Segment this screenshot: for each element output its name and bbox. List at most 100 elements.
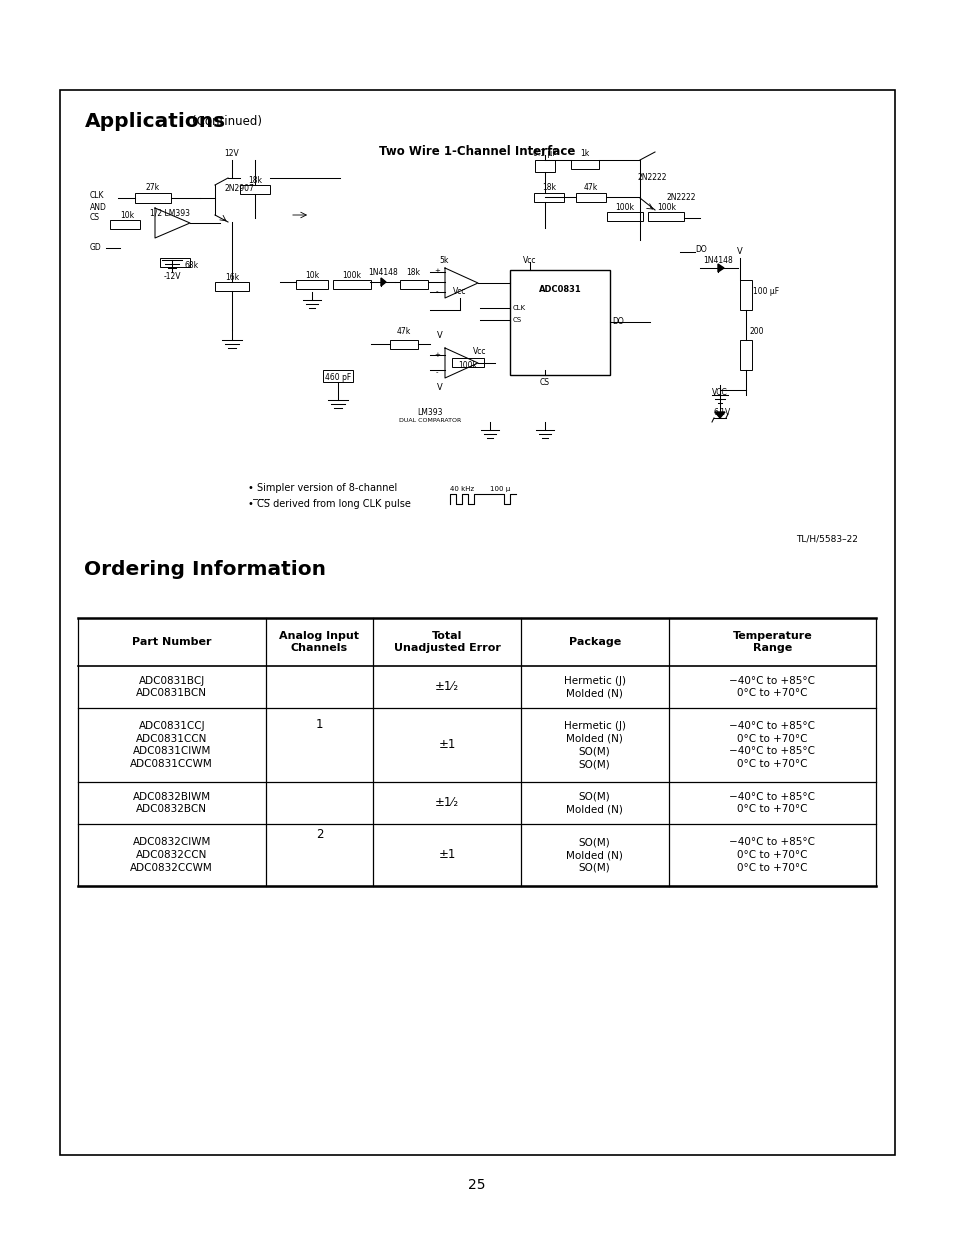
Text: • Simpler version of 8-channel: • Simpler version of 8-channel: [248, 483, 396, 493]
Text: CS: CS: [539, 378, 550, 387]
Text: 18k: 18k: [541, 183, 556, 191]
Bar: [740, 340, 751, 370]
Text: 100k: 100k: [657, 203, 676, 212]
Text: +: +: [434, 268, 439, 274]
Text: LM393: LM393: [416, 408, 442, 417]
Bar: [295, 280, 328, 289]
Text: VCC: VCC: [711, 388, 727, 396]
Bar: [333, 280, 371, 289]
Text: 12V: 12V: [224, 149, 239, 158]
Text: TL/H/5583–22: TL/H/5583–22: [796, 535, 857, 543]
Text: derived from long CLK pulse: derived from long CLK pulse: [270, 499, 411, 509]
Text: 100 µF: 100 µF: [752, 288, 779, 296]
Text: 16k: 16k: [225, 273, 239, 282]
Text: Hermetic (J)
Molded (N)
SO(M)
SO(M): Hermetic (J) Molded (N) SO(M) SO(M): [563, 721, 625, 769]
Bar: [214, 282, 249, 291]
Bar: [534, 193, 563, 203]
Text: 6.1V: 6.1V: [713, 408, 730, 417]
Text: 27k: 27k: [146, 183, 160, 191]
Polygon shape: [718, 264, 723, 272]
Text: SO(M)
Molded (N): SO(M) Molded (N): [566, 792, 622, 814]
Text: 47k: 47k: [396, 327, 411, 336]
Text: Temperature
Range: Temperature Range: [732, 631, 811, 653]
Text: •: •: [248, 499, 256, 509]
Text: SO(M)
Molded (N)
SO(M): SO(M) Molded (N) SO(M): [566, 837, 622, 873]
Text: 2: 2: [315, 827, 323, 841]
Bar: [606, 212, 642, 221]
Text: ADC0832BIWM
ADC0832BCN: ADC0832BIWM ADC0832BCN: [132, 792, 211, 814]
Text: ±1: ±1: [438, 848, 456, 862]
Text: ±1⁄₂: ±1⁄₂: [435, 797, 458, 809]
Text: DO: DO: [695, 246, 706, 254]
Bar: [647, 212, 683, 221]
Text: Vcc: Vcc: [453, 287, 466, 296]
Text: DUAL COMPARATOR: DUAL COMPARATOR: [398, 417, 460, 424]
Text: Vcc: Vcc: [522, 256, 537, 266]
Text: CS: CS: [90, 214, 100, 222]
Text: 1/2 LM393: 1/2 LM393: [150, 209, 190, 219]
Text: 10k: 10k: [305, 270, 318, 280]
Text: CS: CS: [513, 317, 521, 324]
Text: -: -: [436, 369, 437, 375]
Text: 68k: 68k: [185, 261, 199, 269]
Text: 0.1 µF: 0.1 µF: [533, 149, 557, 158]
Bar: [452, 358, 483, 367]
Text: ̅C̅S̅: ̅C̅S̅: [257, 499, 271, 509]
Bar: [240, 185, 270, 194]
Text: 5k: 5k: [438, 256, 448, 266]
Text: Applications: Applications: [85, 112, 226, 131]
Bar: [323, 370, 353, 382]
Text: 1k: 1k: [579, 149, 589, 158]
Text: Vcc: Vcc: [473, 347, 486, 357]
Text: 1N4148: 1N4148: [702, 256, 732, 266]
Bar: [535, 161, 555, 172]
Bar: [740, 280, 751, 310]
Text: −40°C to +85°C
0°C to +70°C: −40°C to +85°C 0°C to +70°C: [728, 792, 815, 814]
Text: 40 kHz: 40 kHz: [450, 487, 474, 492]
Text: 100k: 100k: [342, 270, 361, 280]
Text: V: V: [436, 384, 442, 393]
Text: 25: 25: [468, 1178, 485, 1192]
Text: ADC0832CIWM
ADC0832CCN
ADC0832CCWM: ADC0832CIWM ADC0832CCN ADC0832CCWM: [131, 837, 213, 873]
Text: 47k: 47k: [583, 183, 598, 191]
Text: ADC0831: ADC0831: [538, 285, 580, 294]
Text: 2N2222: 2N2222: [638, 173, 667, 183]
Text: Total
Unadjusted Error: Total Unadjusted Error: [394, 631, 500, 653]
Bar: [110, 220, 140, 228]
Text: 100k: 100k: [615, 203, 634, 212]
Text: ADC0831CCJ
ADC0831CCN
ADC0831CIWM
ADC0831CCWM: ADC0831CCJ ADC0831CCN ADC0831CIWM ADC083…: [131, 721, 213, 769]
Text: GD: GD: [90, 243, 102, 252]
Text: -: -: [436, 288, 437, 294]
Bar: [390, 340, 417, 350]
Text: 460 pF: 460 pF: [325, 373, 351, 383]
Text: 100k: 100k: [458, 361, 477, 369]
Text: −40°C to +85°C
0°C to +70°C: −40°C to +85°C 0°C to +70°C: [728, 676, 815, 699]
Bar: [510, 270, 609, 375]
Text: 2N2907: 2N2907: [225, 184, 254, 193]
Text: Analog Input
Channels: Analog Input Channels: [279, 631, 359, 653]
Bar: [60, 90, 894, 1155]
Text: Ordering Information: Ordering Information: [84, 559, 326, 579]
Text: 10k: 10k: [120, 211, 134, 220]
Text: (Continued): (Continued): [192, 115, 262, 128]
Text: ±1: ±1: [438, 739, 456, 752]
Text: −40°C to +85°C
0°C to +70°C
0°C to +70°C: −40°C to +85°C 0°C to +70°C 0°C to +70°C: [728, 837, 815, 873]
Text: Two Wire 1-Channel Interface: Two Wire 1-Channel Interface: [378, 144, 575, 158]
Polygon shape: [714, 412, 724, 417]
Bar: [576, 193, 605, 203]
Text: +: +: [434, 352, 439, 358]
Text: V: V: [737, 247, 742, 257]
Text: 2N2222: 2N2222: [666, 194, 696, 203]
Text: CLK: CLK: [513, 305, 525, 311]
Text: 18k: 18k: [248, 177, 262, 185]
Text: CLK: CLK: [90, 191, 105, 200]
Text: 1N4148: 1N4148: [368, 268, 397, 277]
Text: 200: 200: [749, 327, 763, 336]
Text: 100 µ: 100 µ: [490, 487, 510, 492]
Text: -12V: -12V: [163, 272, 180, 282]
Text: DO: DO: [612, 317, 623, 326]
Text: 18k: 18k: [406, 268, 419, 277]
Bar: [399, 280, 428, 289]
Text: AND: AND: [90, 203, 107, 211]
Text: Hermetic (J)
Molded (N): Hermetic (J) Molded (N): [563, 676, 625, 699]
